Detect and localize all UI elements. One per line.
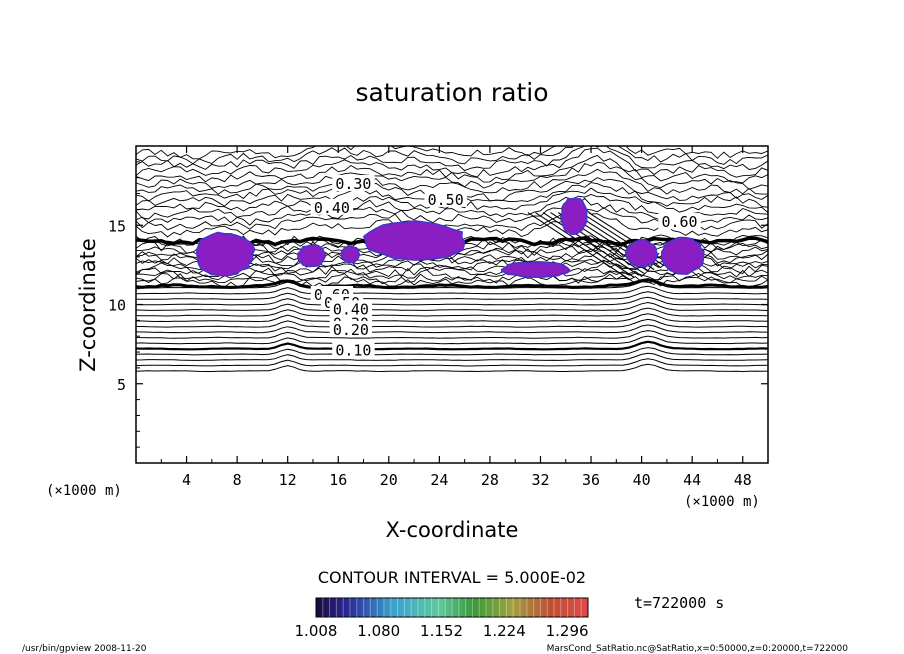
contour-label-bg <box>658 213 701 230</box>
y-ticks: 5 10 15 <box>108 161 768 448</box>
supersaturated-region <box>500 261 571 279</box>
x-tick-label: 20 <box>380 471 398 489</box>
x-tick-label: 44 <box>683 471 701 489</box>
contour-line <box>136 161 768 190</box>
contour-line <box>136 335 768 345</box>
supersaturated-regions <box>196 197 705 279</box>
x-tick-label: 12 <box>279 471 297 489</box>
supersaturated-region <box>560 197 588 236</box>
x-tick-label: 16 <box>329 471 347 489</box>
contour-line <box>136 291 768 300</box>
contour-label: 0.40 <box>333 300 369 318</box>
x-ticks: 4 8 12 16 20 24 28 32 36 40 44 48 <box>160 146 752 489</box>
y-tick-label: 10 <box>108 297 126 315</box>
contour-label: 0.30 <box>335 175 371 193</box>
contour-line <box>527 212 630 280</box>
contour-line <box>136 285 768 295</box>
footer-left: /usr/bin/gpview 2008-11-20 <box>22 644 147 654</box>
contour-line <box>542 212 640 276</box>
x-tick-label: 24 <box>430 471 448 489</box>
contour-label: 0.60 <box>661 213 697 231</box>
contour-line <box>136 301 768 312</box>
supersaturated-region <box>196 231 256 277</box>
x-tick-label: 32 <box>531 471 549 489</box>
contour-line <box>535 212 635 278</box>
footer-right: MarsCond_SatRatio.nc@SatRatio,x=0:50000,… <box>547 644 849 654</box>
contour-label: 0.40 <box>314 199 350 217</box>
contour-line <box>136 146 768 160</box>
contour-line <box>136 363 768 373</box>
contour-line <box>136 146 768 165</box>
contour-line <box>136 168 768 195</box>
contour-label: 0.10 <box>335 341 371 359</box>
contour-line <box>136 330 768 339</box>
colorbar-tick-label: 1.296 <box>546 622 589 640</box>
contour-line <box>136 147 768 178</box>
colorbar <box>315 597 589 618</box>
supersaturated-region <box>660 236 705 275</box>
contour-line <box>136 313 768 323</box>
x-unit-right: (×1000 m) <box>684 494 760 510</box>
supersaturated-region <box>340 245 361 264</box>
contour-interval-text: CONTOUR INTERVAL = 5.000E-02 <box>318 568 586 587</box>
contour-line <box>136 347 768 356</box>
colorbar-tick-label: 1.152 <box>420 622 463 640</box>
colorbar-tick-label: 1.224 <box>483 622 526 640</box>
contour-line <box>136 269 768 282</box>
x-tick-label: 48 <box>734 471 752 489</box>
contour-line <box>136 307 768 317</box>
x-tick-label: 28 <box>481 471 499 489</box>
colorbar-stripes <box>322 598 582 617</box>
x-tick-label: 8 <box>233 471 242 489</box>
y-tick-label: 5 <box>117 376 126 394</box>
contour-line <box>136 340 768 351</box>
contour-line <box>136 318 768 328</box>
contour-line <box>136 296 768 306</box>
supersaturated-region <box>624 238 660 269</box>
y-tick-label: 15 <box>108 217 126 235</box>
contour-labels: 0.300.400.500.600.600.500.400.300.200.10 <box>310 175 701 359</box>
contour-label: 0.20 <box>333 321 369 339</box>
x-tick-label: 4 <box>182 471 191 489</box>
contour-label-bg <box>332 341 375 358</box>
contour-line <box>136 358 768 367</box>
colorbar-tick-label: 1.080 <box>357 622 400 640</box>
contour-line <box>136 276 768 288</box>
contour-label-bg <box>332 175 375 192</box>
contour-label-bg <box>329 320 373 337</box>
supersaturated-region <box>362 220 466 261</box>
x-axis-label: X-coordinate <box>386 518 519 542</box>
contour-line <box>136 146 768 172</box>
y-axis-label: Z-coordinate <box>76 238 100 372</box>
colorbar-labels: 1.008 1.080 1.152 1.224 1.296 <box>295 622 589 640</box>
x-tick-label: 40 <box>633 471 651 489</box>
contour-line <box>136 352 768 361</box>
supersaturated-region <box>297 244 327 268</box>
plot-area: 0.300.400.500.600.600.500.400.300.200.10 <box>136 146 768 373</box>
contour-label: 0.50 <box>428 191 464 209</box>
time-label: t=722000 s <box>634 594 724 612</box>
x-tick-label: 36 <box>582 471 600 489</box>
contour-label-bg <box>329 300 373 317</box>
x-unit-left: (×1000 m) <box>46 483 122 499</box>
chart-title: saturation ratio <box>355 78 548 107</box>
contour-label-bg <box>424 190 467 207</box>
contour-label-bg <box>310 198 354 215</box>
colorbar-tick-label: 1.008 <box>295 622 338 640</box>
contour-line <box>136 324 768 334</box>
